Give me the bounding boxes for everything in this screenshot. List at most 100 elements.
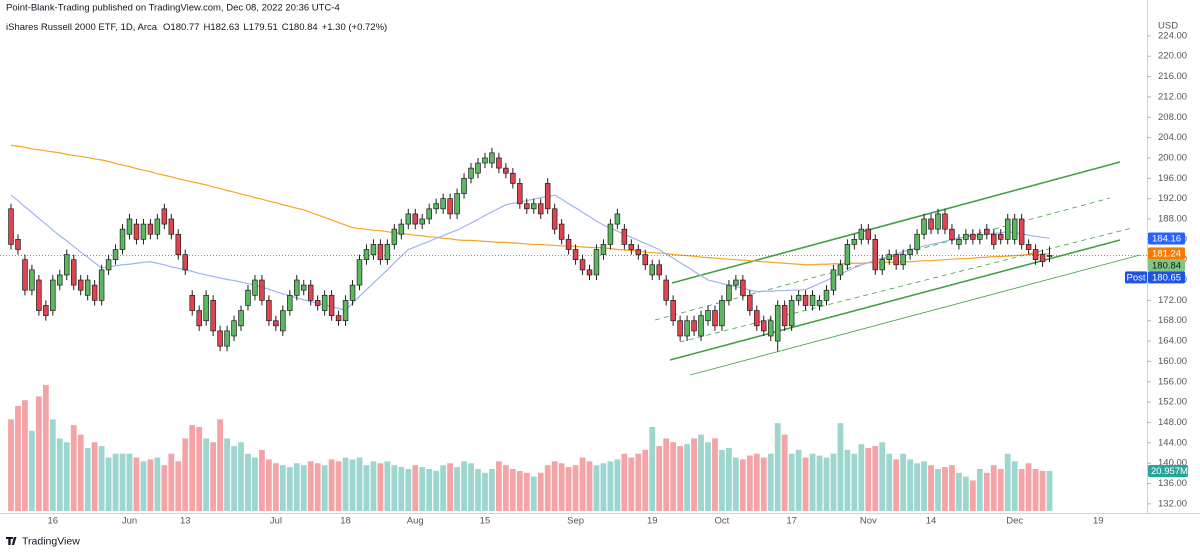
volume-bar: [140, 461, 147, 511]
volume-bar: [454, 467, 460, 511]
candle-body: [175, 233, 182, 255]
volume-bar: [1018, 468, 1025, 511]
candle-body: [726, 284, 732, 301]
candle-body: [447, 198, 453, 215]
candle-body: [663, 279, 669, 301]
volume-bar: [259, 449, 265, 511]
volume-bar: [293, 463, 300, 511]
candle-body: [22, 259, 28, 291]
candle-body: [252, 279, 258, 296]
candle-body: [677, 320, 683, 337]
volume-bar: [1046, 470, 1053, 511]
candle-body: [307, 284, 314, 301]
footer-text: TradingView: [22, 535, 80, 547]
price-badge-label: 180.84: [1152, 260, 1181, 271]
candle-body: [266, 300, 272, 322]
candle-body: [705, 310, 711, 322]
volume-bar: [377, 463, 384, 511]
legend-title: iShares Russell 2000 ETF, 1D, Arca: [6, 22, 158, 33]
volume-bar: [370, 461, 377, 511]
volume-bar: [656, 446, 663, 511]
candle-body: [684, 320, 690, 337]
volume-bar: [77, 434, 84, 511]
candle-body: [70, 259, 77, 286]
volume-bar: [29, 430, 35, 511]
y-tick-label: 164.00: [1158, 336, 1187, 347]
volume-bar: [586, 461, 593, 511]
volume-bar: [802, 457, 809, 511]
volume-bar: [272, 463, 279, 511]
volume-bar: [496, 461, 502, 511]
volume-bar: [691, 438, 697, 511]
candle-body: [628, 244, 635, 250]
volume-bar: [307, 461, 314, 511]
volume-bar: [949, 465, 955, 511]
candle-body: [419, 218, 425, 225]
volume-bar: [182, 438, 189, 511]
candle-body: [510, 172, 516, 184]
volume-bar: [712, 438, 718, 511]
candle-body: [398, 223, 405, 235]
footer-logo: TradingView: [5, 535, 80, 547]
x-tick-label: Jul: [270, 516, 282, 527]
candle-body: [217, 330, 223, 347]
volume-bar: [649, 426, 656, 511]
volume-bar: [746, 455, 753, 511]
candle-body: [454, 193, 460, 215]
volume-bar: [837, 423, 844, 511]
candle-body: [558, 223, 565, 240]
candle-body: [426, 208, 432, 220]
candle-body: [294, 279, 300, 296]
volume-bar: [245, 453, 251, 511]
legend-open: 180.77: [170, 22, 199, 33]
volume-bar: [126, 453, 133, 511]
volume-bar: [279, 465, 286, 511]
candle-body: [907, 249, 913, 255]
legend: iShares Russell 2000 ETF, 1D, Arca O180.7…: [6, 22, 387, 33]
candle-body: [168, 218, 175, 235]
y-tick-label: 168.00: [1158, 315, 1187, 326]
volume-bar: [22, 400, 28, 511]
volume: [8, 384, 1053, 511]
volume-bar: [809, 453, 816, 511]
y-tick-label: 200.00: [1158, 152, 1187, 163]
candle-body: [816, 300, 823, 306]
candle-body: [935, 213, 941, 230]
candle-body: [370, 244, 377, 255]
volume-bar: [726, 447, 732, 511]
candle-body: [1046, 255, 1053, 257]
candle-body: [161, 208, 168, 225]
candle-body: [621, 228, 628, 245]
volume-bar: [844, 449, 851, 511]
candle-body: [977, 233, 983, 240]
candle-body: [963, 233, 969, 240]
volume-bar: [600, 463, 607, 511]
volume-bar: [210, 442, 217, 511]
volume-bar: [168, 453, 175, 511]
candle-body: [189, 294, 195, 311]
x-tick-label: Nov: [860, 516, 877, 527]
volume-bar: [962, 476, 969, 511]
candle-body: [740, 279, 746, 296]
volume-bar: [349, 459, 356, 511]
volume-bar: [900, 453, 907, 511]
volume-bar: [328, 459, 335, 511]
volume-bar: [628, 457, 635, 511]
candle-body: [1011, 218, 1018, 240]
legend-h: H: [203, 22, 210, 33]
candle-body: [991, 233, 997, 245]
candle-body: [314, 300, 321, 306]
candle-body: [475, 162, 481, 174]
candle-body: [196, 310, 202, 327]
volume-bar: [133, 457, 140, 511]
candle-body: [802, 294, 809, 306]
x-tick-label: Oct: [715, 516, 730, 527]
y-tick-label: 140.00: [1158, 458, 1187, 469]
candle-body: [50, 279, 56, 311]
y-tick-label: 132.00: [1158, 498, 1187, 509]
candle-body: [565, 238, 572, 250]
header: Point-Blank-Trading published on Trading…: [6, 3, 340, 14]
volume-bar: [858, 444, 865, 511]
volume-bar: [252, 457, 258, 511]
legend-change: +1.30 (+0.72%): [322, 22, 388, 33]
